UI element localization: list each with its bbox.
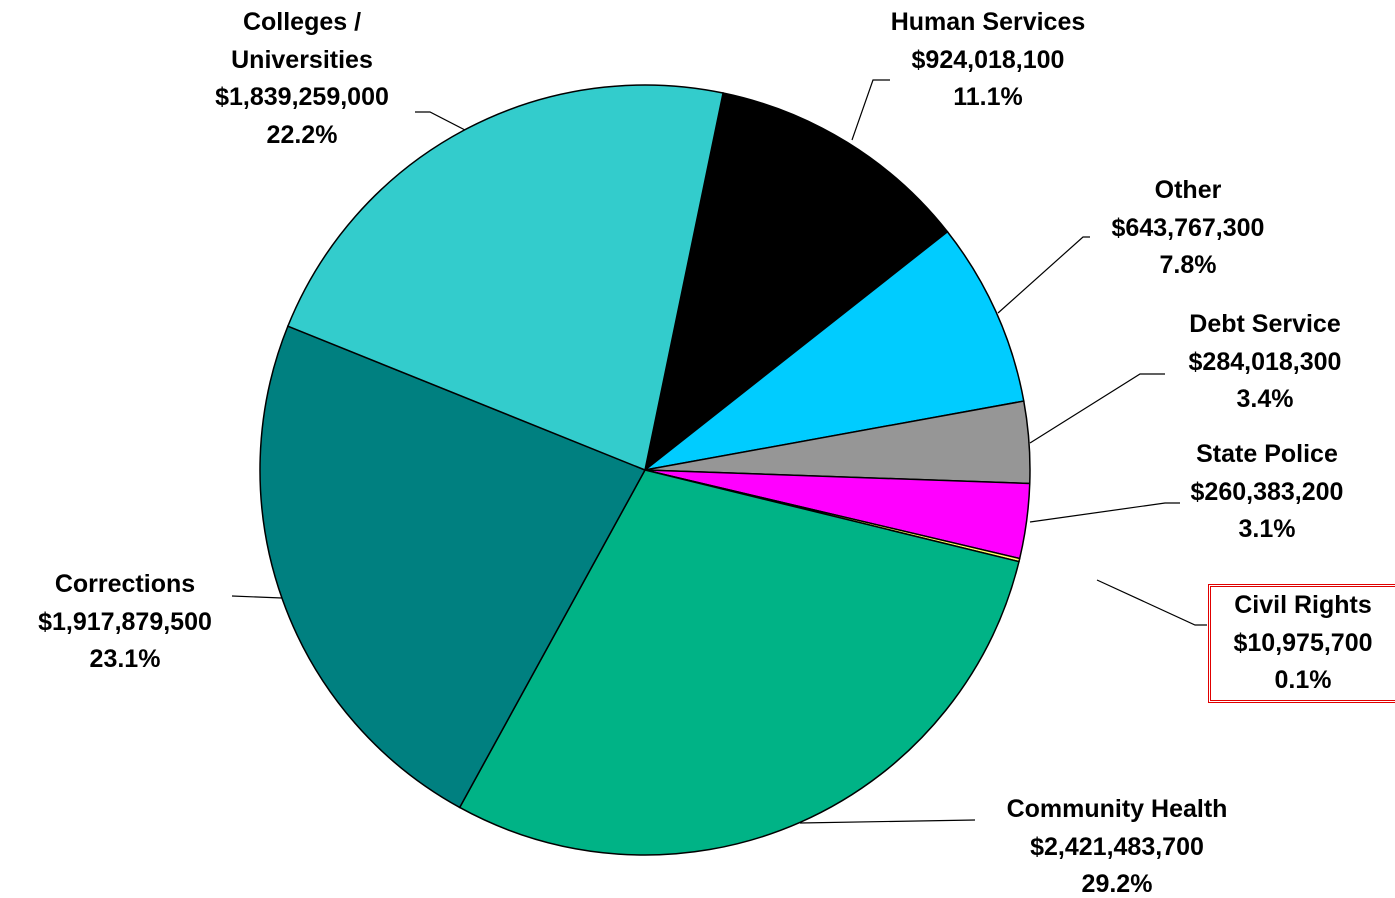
leader-line (1029, 502, 1180, 523)
value-label: $284,018,300 (1188, 347, 1342, 376)
value-label: $924,018,100 (911, 45, 1065, 74)
share-label: 0.1% (1274, 666, 1332, 694)
leader-line (1029, 373, 1165, 444)
leader-line (415, 111, 466, 131)
share-label: 22.2% (266, 120, 338, 149)
share-label: 3.1% (1238, 515, 1296, 543)
share-label: 11.1% (953, 83, 1023, 111)
category-label: Other (1154, 176, 1222, 204)
leader-line (851, 79, 890, 141)
share-label: 7.8% (1159, 251, 1217, 279)
category-label: Corrections (54, 570, 196, 598)
slice-label: Other $643,767,300 7.8% (1078, 172, 1298, 285)
value-label: $1,839,259,000 (215, 83, 389, 111)
slice-label: Human Services $924,018,100 11.1% (848, 4, 1128, 117)
share-label: 29.2% (1081, 870, 1153, 898)
slice-label: Corrections $1,917,879,500 23.1% (0, 566, 250, 679)
category-label: State Police (1196, 440, 1338, 468)
leader-line (1096, 579, 1207, 626)
value-label: $260,383,200 (1190, 477, 1344, 506)
pie-slice (259, 325, 647, 809)
slice-label: Colleges / Universities $1,839,259,000 22.… (192, 4, 412, 154)
category-label: Colleges / Universities (231, 8, 373, 74)
slice-label: Debt Service $284,018,300 3.4% (1155, 306, 1375, 419)
category-label: Civil Rights (1234, 591, 1372, 619)
leader-line (231, 595, 283, 599)
category-label: Debt Service (1189, 310, 1341, 338)
value-label: $10,975,700 (1233, 628, 1373, 657)
pie-slice (458, 469, 1020, 856)
value-label: $2,421,483,700 (1030, 832, 1204, 861)
leader-line (799, 819, 976, 824)
share-label: 3.4% (1236, 385, 1294, 413)
value-label: $643,767,300 (1111, 213, 1265, 242)
leader-line (997, 236, 1090, 314)
pie-slice (644, 230, 1025, 471)
category-label: Community Health (1006, 795, 1228, 823)
value-label: $1,917,879,500 (38, 607, 212, 636)
slice-label: State Police $260,383,200 3.1% (1157, 436, 1377, 549)
share-label: 23.1% (89, 645, 161, 673)
slice-label: Civil Rights $10,975,700 0.1% (1208, 584, 1395, 703)
pie-slice (286, 84, 724, 472)
pie-slice (643, 92, 949, 472)
category-label: Human Services (890, 8, 1086, 36)
slice-label: Community Health $2,421,483,700 29.2% (967, 791, 1267, 898)
